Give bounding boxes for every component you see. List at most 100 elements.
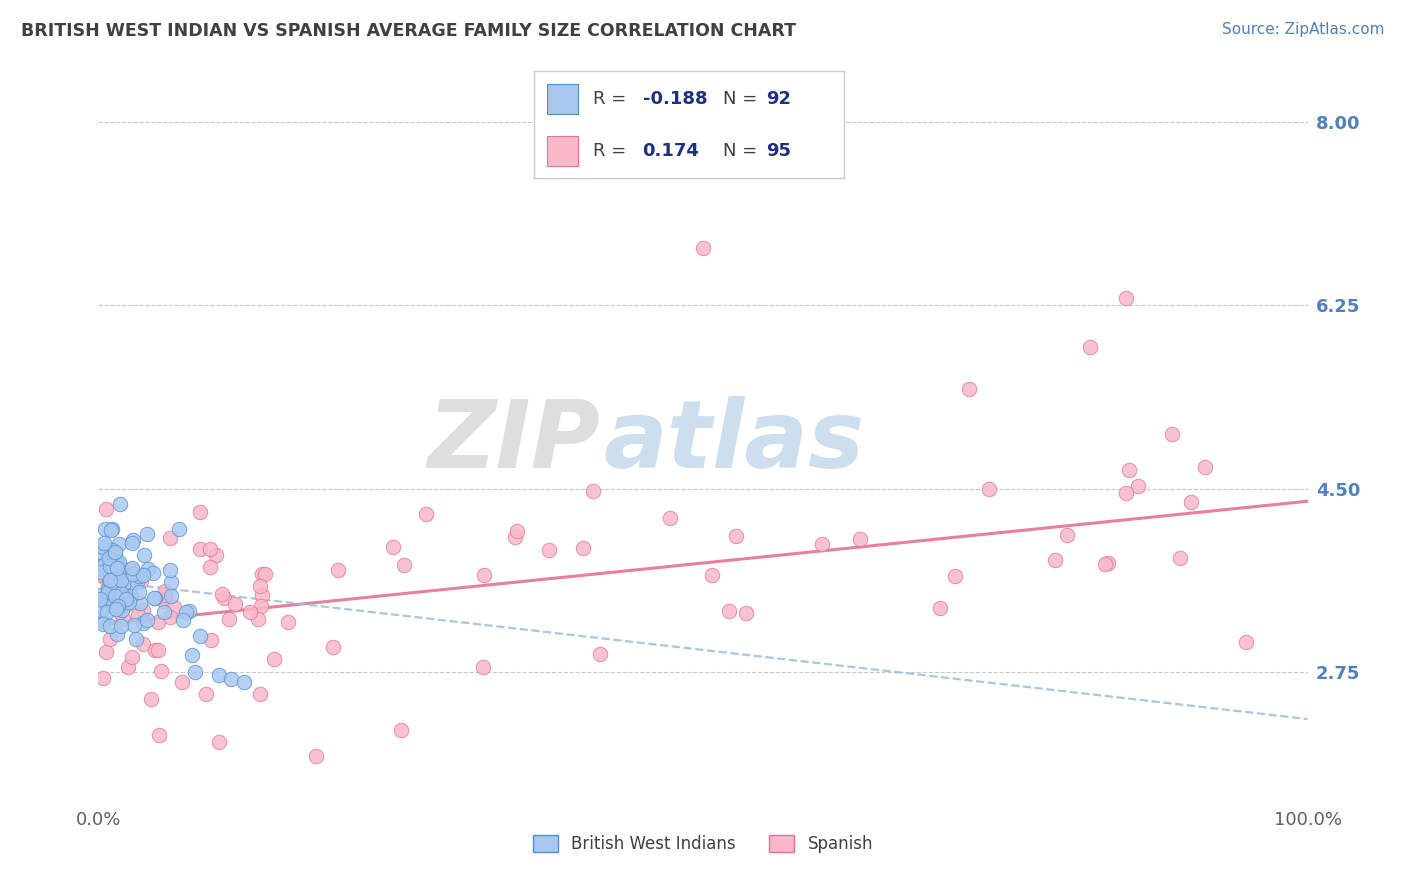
Spanish <box>1115 291 1137 305</box>
Spanish <box>153 583 176 598</box>
British West Indians <box>177 604 200 618</box>
British West Indians <box>110 619 132 633</box>
British West Indians <box>129 597 152 611</box>
British West Indians <box>89 545 111 559</box>
British West Indians <box>111 565 134 579</box>
British West Indians <box>125 575 148 590</box>
British West Indians <box>122 567 145 582</box>
British West Indians <box>221 672 243 686</box>
British West Indians <box>103 576 125 591</box>
British West Indians <box>108 497 131 511</box>
Text: R =: R = <box>593 90 633 108</box>
British West Indians <box>107 566 129 581</box>
British West Indians <box>208 668 231 682</box>
Spanish <box>146 615 169 629</box>
Spanish <box>127 608 149 623</box>
Spanish <box>957 382 980 396</box>
Spanish <box>188 542 211 557</box>
British West Indians <box>121 533 143 548</box>
Spanish <box>117 597 139 611</box>
Text: N =: N = <box>723 90 763 108</box>
Spanish <box>132 603 155 617</box>
Spanish <box>250 599 273 613</box>
British West Indians <box>135 526 157 541</box>
Spanish <box>1161 426 1184 441</box>
British West Indians <box>101 558 124 572</box>
Spanish <box>224 597 246 611</box>
Spanish <box>205 549 228 563</box>
Spanish <box>159 610 181 624</box>
Spanish <box>107 562 129 576</box>
British West Indians <box>91 616 114 631</box>
British West Indians <box>107 599 129 613</box>
Text: atlas: atlas <box>603 395 865 488</box>
British West Indians <box>108 581 131 595</box>
British West Indians <box>104 546 127 560</box>
Spanish <box>734 606 756 620</box>
Spanish <box>91 671 114 685</box>
Text: 95: 95 <box>766 142 792 160</box>
Spanish <box>94 645 117 659</box>
Spanish <box>415 507 437 521</box>
British West Indians <box>98 619 121 633</box>
British West Indians <box>97 585 120 599</box>
British West Indians <box>89 591 111 606</box>
Spanish <box>692 241 714 255</box>
British West Indians <box>232 675 254 690</box>
Text: BRITISH WEST INDIAN VS SPANISH AVERAGE FAMILY SIZE CORRELATION CHART: BRITISH WEST INDIAN VS SPANISH AVERAGE F… <box>21 22 796 40</box>
Spanish <box>198 560 221 574</box>
Spanish <box>250 566 273 581</box>
Spanish <box>472 568 495 582</box>
British West Indians <box>136 562 159 576</box>
Spanish <box>96 574 118 589</box>
Text: N =: N = <box>723 142 763 160</box>
Spanish <box>1180 495 1202 509</box>
British West Indians <box>142 566 165 580</box>
British West Indians <box>125 632 148 647</box>
British West Indians <box>160 589 183 603</box>
Spanish <box>1194 460 1216 475</box>
Spanish <box>148 728 170 742</box>
Spanish <box>589 647 612 661</box>
Spanish <box>381 540 404 554</box>
Spanish <box>200 633 222 648</box>
Spanish <box>328 563 350 577</box>
Spanish <box>811 537 834 551</box>
Spanish <box>208 735 231 749</box>
Spanish <box>96 502 118 516</box>
British West Indians <box>105 627 128 641</box>
British West Indians <box>104 545 127 559</box>
British West Indians <box>89 551 111 566</box>
British West Indians <box>128 569 150 583</box>
British West Indians <box>89 565 111 579</box>
Spanish <box>472 660 495 674</box>
Spanish <box>129 574 152 589</box>
British West Indians <box>105 560 128 574</box>
Spanish <box>108 606 131 620</box>
Spanish <box>928 601 950 615</box>
British West Indians <box>104 566 127 580</box>
Bar <box>547 84 578 114</box>
British West Indians <box>101 542 124 557</box>
Spanish <box>218 612 240 626</box>
Text: 0.174: 0.174 <box>643 142 699 160</box>
Spanish <box>117 660 139 674</box>
Spanish <box>263 652 285 666</box>
Spanish <box>700 567 723 582</box>
Text: 92: 92 <box>766 90 792 108</box>
British West Indians <box>105 593 128 607</box>
Spanish <box>1094 557 1116 571</box>
British West Indians <box>121 536 143 550</box>
British West Indians <box>98 550 121 565</box>
Spanish <box>1115 485 1137 500</box>
Spanish <box>132 637 155 651</box>
Spanish <box>188 505 211 519</box>
British West Indians <box>120 589 142 603</box>
Spanish <box>249 686 271 700</box>
British West Indians <box>181 648 204 663</box>
British West Indians <box>188 629 211 643</box>
British West Indians <box>136 613 159 627</box>
British West Indians <box>93 558 115 572</box>
British West Indians <box>159 563 181 577</box>
British West Indians <box>145 591 167 605</box>
